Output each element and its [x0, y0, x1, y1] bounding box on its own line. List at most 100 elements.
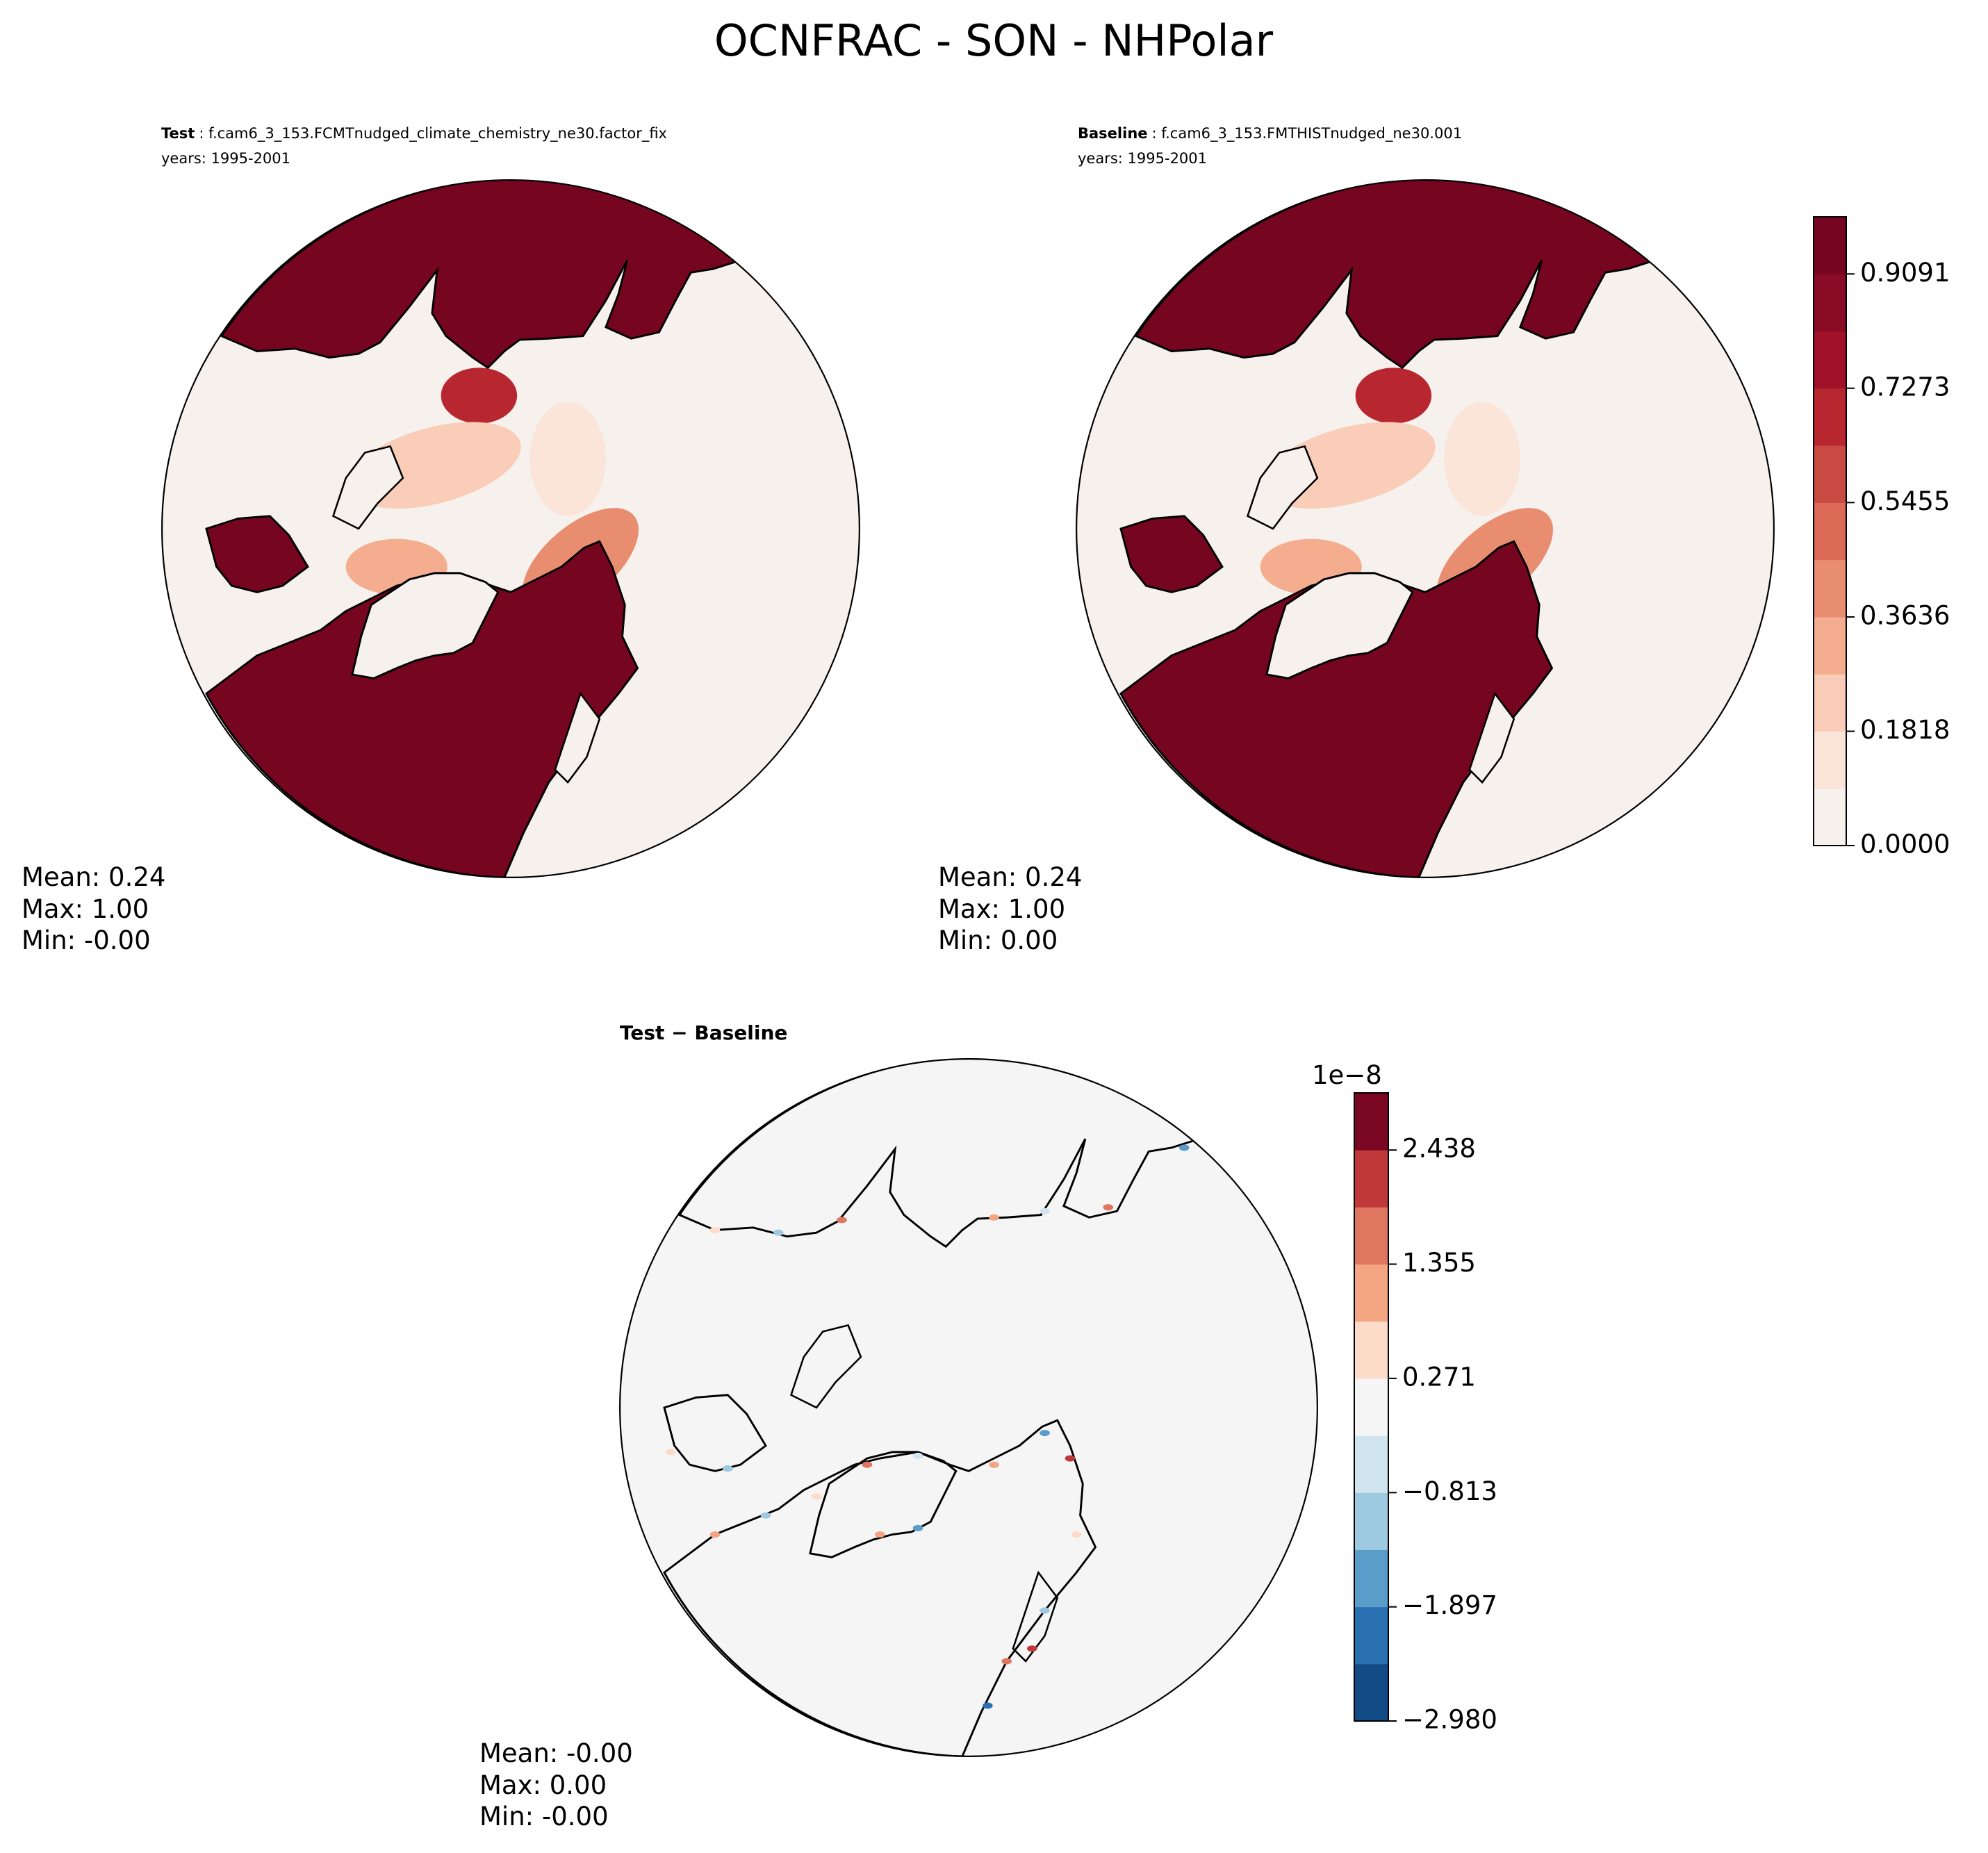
map-frame: [161, 179, 860, 878]
difference-spot: [862, 1461, 873, 1468]
map-region: [1012, 1570, 1059, 1663]
colorbar-band: [1354, 1093, 1388, 1151]
colorbar-band: [1354, 1549, 1388, 1608]
difference-spot: [709, 1531, 721, 1538]
map-region: [789, 1324, 862, 1409]
polar-map: [161, 179, 860, 878]
map-shade: [529, 402, 606, 516]
colorbar-band: [1354, 1435, 1388, 1493]
colorbar-tick-label: 0.0000: [1860, 830, 1950, 859]
difference-spot: [989, 1461, 999, 1468]
colorbar-band: [1354, 1606, 1388, 1665]
difference-spot: [1001, 1658, 1012, 1665]
map-region: [205, 515, 309, 593]
colorbar-tick-label: −0.813: [1402, 1476, 1497, 1506]
colorbar-frame: [1354, 1092, 1389, 1722]
map-region: [1468, 691, 1515, 784]
difference-spot: [665, 1449, 676, 1456]
colorbar-band: [1354, 1150, 1388, 1208]
difference-spot: [811, 1493, 822, 1500]
colorbar-band: [1814, 788, 1846, 846]
colorbar-band: [1814, 502, 1846, 561]
stat-text: Min: -0.00: [479, 1802, 609, 1831]
colorbar-band: [1354, 1663, 1388, 1722]
colorbar-tick-label: −1.897: [1402, 1590, 1497, 1620]
difference-spot: [837, 1217, 847, 1224]
difference-spot: [760, 1512, 771, 1519]
map-shade: [441, 368, 518, 424]
panel-title: Test − Baseline: [620, 1021, 787, 1044]
stat-text: Min: 0.00: [938, 925, 1058, 955]
panel-subtitle: years: 1995-2001: [1078, 150, 1207, 167]
map-frame: [1076, 179, 1775, 878]
colorbar-tick-label: 0.7273: [1860, 372, 1950, 402]
colorbar-offset: 1e−8: [1312, 1060, 1382, 1090]
stat-text: Mean: 0.24: [22, 862, 165, 892]
panel-title: Test: f.cam6_3_153.FCMTnudged_climate_ch…: [161, 125, 667, 142]
difference-spot: [1026, 1645, 1037, 1652]
polar-map: [1076, 179, 1775, 878]
difference-spot: [912, 1524, 923, 1531]
map-region: [663, 1394, 767, 1472]
stat-text: Max: 1.00: [22, 894, 149, 924]
map-shade: [1444, 402, 1520, 516]
stat-text: Min: -0.00: [22, 925, 151, 955]
difference-spot: [874, 1531, 885, 1538]
map-frame: [619, 1058, 1318, 1757]
stat-text: Mean: -0.00: [479, 1738, 633, 1768]
map-region: [1246, 445, 1319, 530]
colorbar-band: [1814, 731, 1846, 789]
polar-map: [619, 1058, 1318, 1757]
colorbar-tick-label: 1.355: [1402, 1248, 1476, 1278]
panel-title-case: : f.cam6_3_153.FCMTnudged_climate_chemis…: [199, 125, 667, 142]
map-region: [351, 572, 500, 680]
map-background: [620, 1059, 1317, 1756]
colorbar-tick-label: −2.980: [1402, 1705, 1497, 1735]
difference-spot: [709, 1226, 721, 1234]
colorbar-band: [1814, 388, 1846, 446]
colorbar-tick-label: 0.1818: [1860, 715, 1950, 745]
colorbar-tick-label: 0.9091: [1860, 258, 1950, 288]
colorbar-band: [1354, 1264, 1388, 1322]
map-region: [1265, 572, 1414, 680]
colorbar-band: [1814, 274, 1846, 332]
difference-spot: [773, 1229, 784, 1236]
difference-spot: [1178, 1144, 1190, 1151]
colorbar-tick-label: 0.3636: [1860, 600, 1950, 630]
colorbar-band: [1814, 445, 1846, 503]
panel-title-case: : f.cam6_3_153.FMTHISTnudged_ne30.001: [1152, 125, 1463, 142]
difference-spot: [1103, 1204, 1114, 1211]
map-shade: [1355, 368, 1432, 424]
colorbar-tick-label: 0.271: [1402, 1362, 1476, 1392]
colorbar-band: [1354, 1321, 1388, 1379]
difference-spot: [1040, 1607, 1050, 1614]
colorbar-tick-label: 2.438: [1402, 1134, 1476, 1164]
colorbar-band: [1354, 1207, 1388, 1265]
colorbar-band: [1814, 674, 1846, 732]
colorbar-band: [1814, 331, 1846, 389]
map-region: [554, 691, 601, 784]
map-field: [620, 1059, 1317, 1756]
colorbar-band: [1814, 559, 1846, 618]
panel-title-label: Baseline: [1078, 125, 1148, 142]
panel-title: Baseline: f.cam6_3_153.FMTHISTnudged_ne3…: [1078, 125, 1462, 142]
difference-spot: [1071, 1531, 1082, 1538]
difference-spot: [1040, 1208, 1050, 1214]
map-region: [1119, 515, 1224, 593]
stat-text: Max: 1.00: [938, 894, 1065, 924]
colorbar-band: [1814, 217, 1846, 274]
difference-spot: [983, 1702, 993, 1709]
stat-text: Mean: 0.24: [938, 862, 1082, 892]
figure-title: OCNFRAC - SON - NHPolar: [714, 15, 1274, 66]
difference-spot: [1040, 1429, 1050, 1437]
difference-spot: [912, 1452, 923, 1459]
difference-spot: [722, 1465, 733, 1472]
colorbar-band: [1814, 616, 1846, 675]
map-field: [162, 180, 860, 878]
colorbar-band: [1354, 1492, 1388, 1550]
panel-title-label: Test: [161, 125, 195, 142]
stat-text: Max: 0.00: [479, 1770, 607, 1800]
colorbar-frame: [1813, 216, 1847, 846]
